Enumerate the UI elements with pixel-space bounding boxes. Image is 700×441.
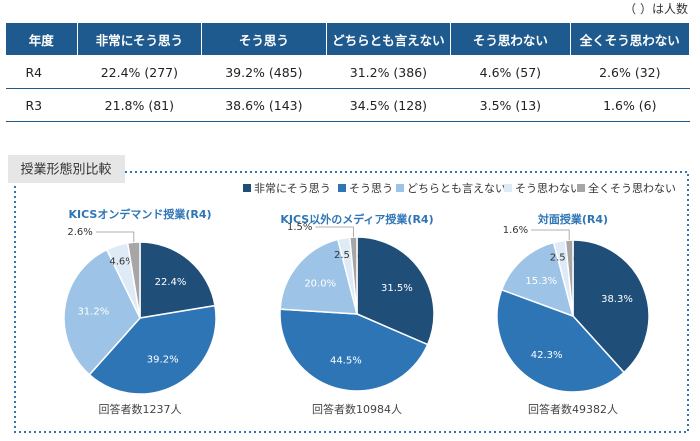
pie-slice: [279, 308, 429, 392]
table-row: R4 22.4% (277) 39.2% (485) 31.2% (386) 4.6% …: [5, 55, 690, 89]
chart-footnote: 回答者数49382人: [528, 402, 618, 416]
pie-slice: [564, 239, 574, 317]
section-tab: [8, 155, 125, 183]
table-cell: 22.4% (277): [77, 55, 202, 89]
legend-swatch: [338, 184, 346, 192]
slice-label: 22.4%: [155, 277, 187, 288]
table-note: （ ）は人数: [624, 2, 688, 16]
table-cell: 38.6% (143): [201, 88, 327, 122]
slice-label: 20.0%: [304, 279, 336, 290]
slice-label: 2.6%: [67, 227, 92, 238]
chart-footnote: 回答者数10984人: [312, 402, 402, 416]
header-cell: どちらとも言えない: [325, 22, 452, 56]
legend-swatch: [243, 184, 251, 192]
pie-slice: [348, 236, 358, 315]
slice-label: 44.5%: [330, 355, 362, 366]
slice-label: 2.5%: [334, 250, 359, 261]
slice-label: 39.2%: [147, 354, 179, 365]
table-cell: 4.6% (57): [450, 55, 571, 89]
legend-swatch: [396, 184, 404, 192]
leader-line: [315, 226, 354, 238]
pie-slice: [279, 238, 358, 315]
header-cell: そう思う: [201, 22, 327, 56]
leader-line: [95, 231, 135, 243]
slice-label: 42.3%: [531, 350, 563, 361]
table-cell: 31.2% (386): [326, 55, 451, 89]
legend-label: そう思わない: [515, 182, 581, 195]
pie-slice: [126, 241, 141, 319]
chart-title: KICSオンデマンド授業(R4): [69, 207, 212, 221]
legend-label: 非常にそう思う: [254, 182, 331, 195]
slice-label: 38.3%: [601, 294, 633, 305]
table-cell: 21.8% (81): [77, 88, 202, 122]
legend-label: そう思う: [349, 182, 393, 195]
legend-swatch: [504, 184, 512, 192]
table-cell: 34.5% (128): [326, 88, 451, 122]
table-header: 年度 非常にそう思う そう思う どちらとも言えない そう思わない 全くそう思わない: [5, 22, 691, 56]
table-cell: R3: [5, 88, 78, 122]
legend-swatch: [577, 184, 585, 192]
header-cell: 非常にそう思う: [76, 22, 203, 56]
slice-label: 1.6%: [503, 225, 528, 236]
table-cell: 3.5% (13): [450, 88, 571, 122]
pie-slice: [356, 236, 435, 346]
slice-label: 31.5%: [381, 283, 413, 294]
pie-slice: [496, 288, 626, 393]
chart-title: KICS以外のメディア授業(R4): [280, 212, 433, 226]
header-cell: 全くそう思わない: [569, 22, 691, 56]
table-cell: 2.6% (32): [570, 55, 690, 89]
slice-label: 31.2%: [77, 307, 109, 318]
header-cell: そう思わない: [450, 22, 571, 56]
table-cell: 39.2% (485): [201, 55, 327, 89]
summary-table: 年度 非常にそう思う そう思う どちらとも言えない そう思わない 全くそう思わない R4 2…: [5, 22, 691, 122]
pie-slice: [500, 241, 575, 318]
pie-slice: [139, 241, 216, 319]
legend-label: 全くそう思わない: [588, 181, 676, 195]
panel-border: [14, 171, 689, 433]
slice-label: 15.3%: [525, 276, 557, 287]
table-cell: R4: [5, 55, 78, 89]
legend-label: どちらとも言えない: [407, 182, 506, 195]
slice-label: 4.6%: [109, 257, 134, 268]
table-cell: 1.6% (6): [570, 88, 690, 122]
slice-label: 1.5%: [287, 222, 312, 233]
leader-line: [531, 229, 570, 241]
pie-slice: [63, 248, 141, 376]
pie-slice: [88, 304, 217, 395]
chart-title: 対面授業(R4): [537, 212, 608, 226]
section-title: 授業形態別比較: [20, 162, 111, 178]
pie-slice: [572, 239, 650, 374]
chart-footnote: 回答者数1237人: [99, 402, 182, 416]
slice-label: 2.5%: [550, 253, 575, 264]
table-body: R4 22.4% (277) 39.2% (485) 31.2% (386) 4.6% …: [5, 55, 690, 122]
table-row: R3 21.8% (81) 38.6% (143) 34.5% (128) 3.5% (…: [5, 88, 690, 122]
